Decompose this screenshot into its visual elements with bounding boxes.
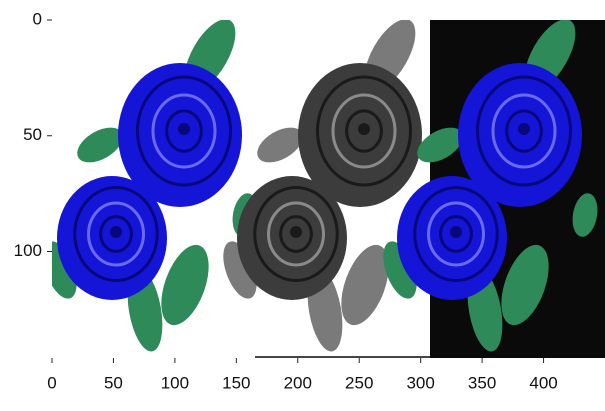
- x-tick-label: 400: [529, 373, 557, 392]
- x-tick-label: 0: [47, 373, 56, 392]
- y-tick-label: 0: [33, 9, 42, 28]
- petal: [136, 75, 232, 187]
- petal: [413, 186, 499, 282]
- petal: [345, 109, 383, 153]
- leaf: [257, 127, 303, 163]
- petal: [279, 215, 313, 253]
- rose: [118, 63, 242, 207]
- rose-center: [358, 123, 370, 135]
- rose: [57, 176, 167, 300]
- x-tick-label: 300: [406, 373, 434, 392]
- y-tick-label: 50: [23, 125, 42, 144]
- petal: [151, 93, 217, 169]
- x-tick-label: 100: [161, 373, 189, 392]
- petal: [491, 93, 557, 169]
- rose-center: [450, 226, 462, 238]
- petal: [427, 201, 485, 267]
- rose: [397, 176, 507, 300]
- x-tick-label: 200: [284, 373, 312, 392]
- y-tick-label: 100: [14, 241, 42, 260]
- petal: [476, 75, 572, 187]
- rose-center: [178, 123, 190, 135]
- petal: [267, 201, 325, 267]
- x-tick-label: 150: [222, 373, 250, 392]
- petal: [505, 109, 543, 153]
- roses: [52, 20, 598, 352]
- rose-center: [518, 123, 530, 135]
- leaf: [161, 244, 209, 326]
- rose-center: [290, 226, 302, 238]
- x-tick-label: 250: [345, 373, 373, 392]
- petal: [439, 215, 473, 253]
- rose-center: [110, 226, 122, 238]
- leaf: [417, 127, 463, 163]
- x-tick-label: 350: [468, 373, 496, 392]
- rose: [298, 63, 422, 207]
- rose: [237, 176, 347, 300]
- petal: [253, 186, 339, 282]
- leaf: [501, 244, 549, 326]
- image-area: [52, 20, 605, 358]
- leaf: [341, 244, 389, 326]
- petal: [73, 186, 159, 282]
- petal: [331, 93, 397, 169]
- rose: [458, 63, 582, 207]
- petal: [99, 215, 133, 253]
- petal: [165, 109, 203, 153]
- leaf: [77, 127, 123, 163]
- petal: [87, 201, 145, 267]
- petal: [316, 75, 412, 187]
- x-tick-label: 50: [104, 373, 123, 392]
- leaf: [572, 193, 598, 237]
